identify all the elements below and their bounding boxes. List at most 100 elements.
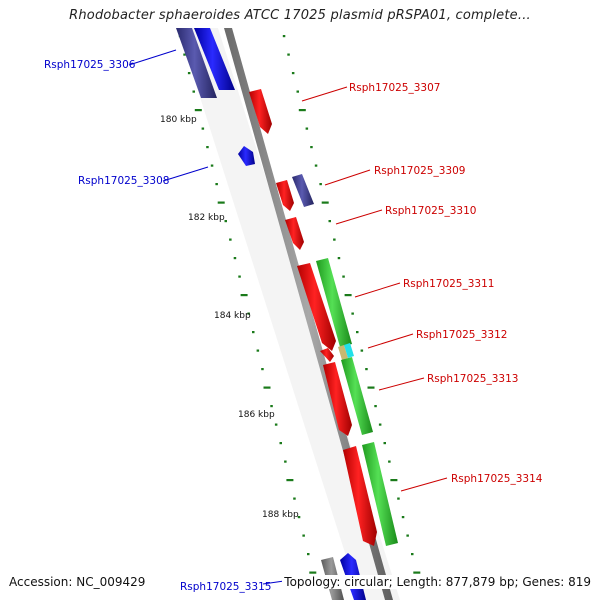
kbp-label-186: 186 kbp bbox=[238, 410, 275, 420]
gene-label-3312[interactable]: Rsph17025_3312 bbox=[416, 329, 507, 341]
leader-3309 bbox=[324, 169, 371, 186]
ruler-dot-right bbox=[383, 442, 386, 445]
gene-label-3313[interactable]: Rsph17025_3313 bbox=[427, 373, 518, 385]
ruler-dot-right bbox=[351, 312, 354, 315]
ruler-dot-right bbox=[356, 331, 359, 334]
ruler-dot-right bbox=[365, 368, 368, 371]
ruler-dots bbox=[178, 35, 414, 556]
ruler-tick-right bbox=[344, 294, 352, 297]
ruler-dot-right bbox=[388, 460, 391, 463]
lane-band bbox=[178, 28, 400, 600]
ruler-dot-left bbox=[274, 423, 278, 426]
leader-3313 bbox=[378, 377, 425, 391]
ruler-dot-right bbox=[360, 349, 364, 352]
feature-3314-blast[interactable] bbox=[362, 442, 398, 546]
ruler-tick-right bbox=[413, 571, 421, 574]
ruler-dot-left bbox=[297, 516, 301, 519]
gene-label-3311[interactable]: Rsph17025_3311 bbox=[403, 278, 494, 290]
feature-3312-cds[interactable] bbox=[320, 348, 334, 362]
ruler-tick-left bbox=[240, 294, 248, 297]
feature-3313-cds[interactable] bbox=[323, 362, 352, 436]
gene-label-3308[interactable]: Rsph17025_3308 bbox=[78, 175, 169, 187]
ruler-tick-left bbox=[286, 479, 294, 482]
ruler-tick-right bbox=[390, 479, 398, 482]
ruler-dot-left bbox=[247, 312, 250, 315]
ruler-dot-right bbox=[406, 534, 409, 537]
feature-3309-cds[interactable] bbox=[276, 180, 294, 211]
ruler-dot-left bbox=[307, 553, 310, 556]
ruler-tick-right bbox=[367, 386, 375, 389]
ruler-dot-right bbox=[305, 127, 309, 130]
leader-3308 bbox=[162, 166, 209, 182]
ruler-dot-left bbox=[187, 72, 191, 75]
ruler-dot-right bbox=[333, 238, 336, 241]
ruler-dot-right bbox=[401, 516, 405, 519]
map-title: Rhodobacter sphaeroides ATCC 17025 plasm… bbox=[69, 8, 531, 23]
kbp-label-180: 180 kbp bbox=[160, 115, 197, 125]
ruler-dot-left bbox=[238, 275, 241, 278]
feature-3311-blast[interactable] bbox=[316, 258, 352, 347]
feature-3307-cds[interactable] bbox=[249, 89, 272, 134]
feature-3306-cds[interactable] bbox=[194, 28, 235, 90]
feature-3314-cds[interactable] bbox=[343, 446, 377, 546]
ruler-dot-right bbox=[397, 497, 400, 500]
ruler-dot-right bbox=[314, 164, 318, 167]
leader-lines bbox=[128, 49, 448, 585]
ruler-tick-right bbox=[298, 109, 306, 112]
kbp-label-188: 188 kbp bbox=[262, 510, 299, 520]
leader-3311 bbox=[354, 282, 401, 298]
ruler-dot-right bbox=[287, 53, 290, 56]
gene-label-3306[interactable]: Rsph17025_3306 bbox=[44, 59, 136, 71]
ruler-dot-right bbox=[337, 257, 341, 260]
ruler-dot-left bbox=[256, 349, 260, 352]
ruler-dot-left bbox=[284, 460, 287, 463]
feature-3312-blast-b[interactable] bbox=[344, 343, 354, 358]
ruler-dot-right bbox=[374, 405, 377, 408]
leader-3306 bbox=[128, 49, 177, 66]
ruler-dot-left bbox=[210, 164, 214, 167]
feature-3312-blast-a[interactable] bbox=[338, 345, 348, 360]
leader-3312 bbox=[367, 333, 414, 349]
gene-label-3310[interactable]: Rsph17025_3310 bbox=[385, 205, 476, 217]
leader-3307 bbox=[301, 86, 348, 102]
ruler-dot-right bbox=[296, 90, 299, 93]
ruler-ticks bbox=[194, 109, 421, 574]
ruler-dot-left bbox=[183, 53, 186, 56]
feature-3311-cds[interactable] bbox=[297, 263, 336, 351]
ruler-dot-left bbox=[201, 127, 205, 130]
ruler-dot-right bbox=[378, 423, 382, 426]
ruler-dot-left bbox=[215, 183, 218, 186]
topology-text: Topology: circular; Length: 877,879 bp; … bbox=[282, 575, 591, 589]
ruler-tick-left bbox=[217, 201, 225, 204]
accession-text: Accession: NC_009429 bbox=[9, 575, 146, 589]
ruler-tick-right bbox=[321, 201, 329, 204]
kbp-label-182: 182 kbp bbox=[188, 213, 225, 223]
feature-3308-cds[interactable] bbox=[238, 146, 255, 166]
gene-label-3314[interactable]: Rsph17025_3314 bbox=[451, 473, 543, 485]
ruler-dot-left bbox=[293, 497, 296, 500]
ruler-dot-right bbox=[342, 275, 345, 278]
ruler-dot-right bbox=[310, 146, 313, 149]
leader-3310 bbox=[335, 209, 383, 225]
ruler-dot-left bbox=[229, 238, 232, 241]
feature-3313-blast[interactable] bbox=[341, 357, 373, 435]
gene-label-3315[interactable]: Rsph17025_3315 bbox=[180, 581, 271, 593]
ruler-dot-left bbox=[302, 534, 305, 537]
feature-3306-blast[interactable] bbox=[176, 28, 217, 98]
ruler-tick-left bbox=[194, 109, 202, 112]
ruler-dot-left bbox=[206, 146, 209, 149]
feature-3309-blast[interactable] bbox=[292, 174, 314, 207]
feature-3310-cds[interactable] bbox=[285, 217, 304, 250]
ruler-tick-left bbox=[309, 571, 317, 574]
ruler-dot-right bbox=[319, 183, 322, 186]
ruler-tick-left bbox=[263, 386, 271, 389]
ruler-dot-right bbox=[328, 220, 331, 223]
leader-3314 bbox=[400, 477, 448, 492]
ruler-dot-left bbox=[261, 368, 264, 371]
ruler-dot-left bbox=[279, 442, 282, 445]
ruler-dot-left bbox=[224, 220, 227, 223]
ruler-dot-left bbox=[233, 257, 237, 260]
gene-label-3309[interactable]: Rsph17025_3309 bbox=[374, 165, 465, 177]
gene-label-3307[interactable]: Rsph17025_3307 bbox=[349, 82, 440, 94]
